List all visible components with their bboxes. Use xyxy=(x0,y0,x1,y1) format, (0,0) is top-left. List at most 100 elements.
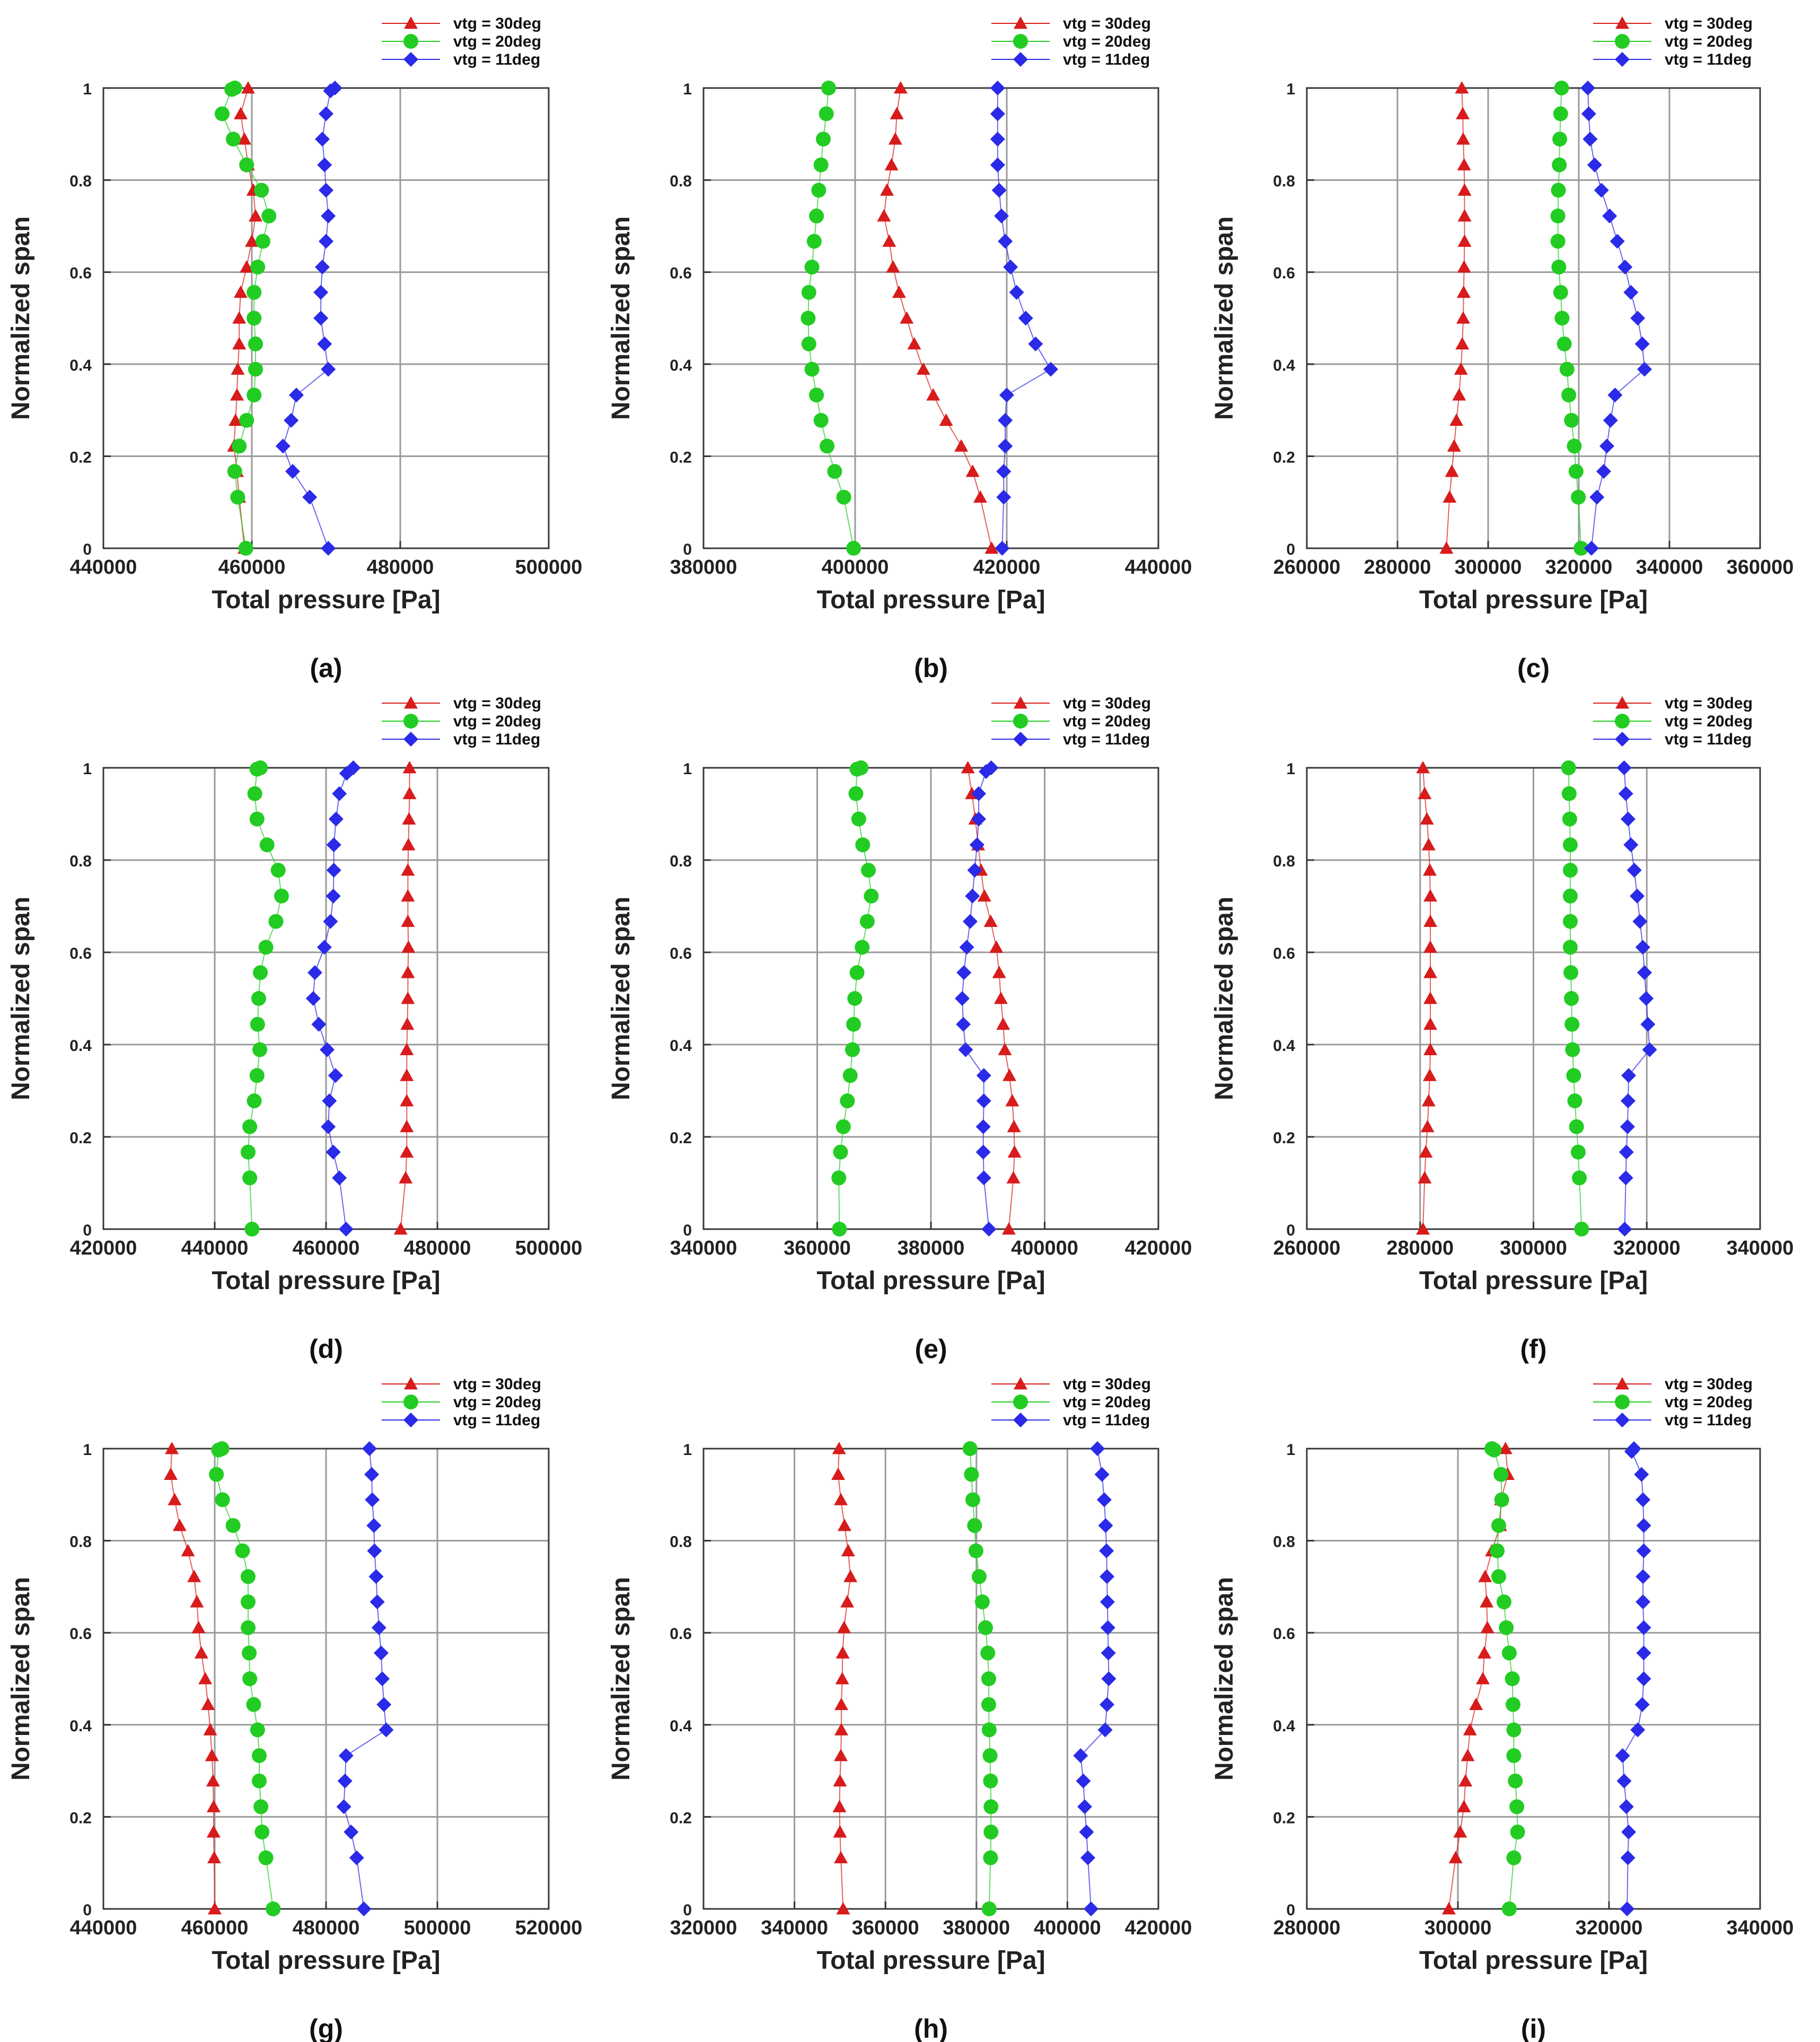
data-point xyxy=(1422,863,1437,876)
data-point xyxy=(1457,1800,1471,1812)
x-tick-label: 320000 xyxy=(1545,556,1613,579)
data-point xyxy=(245,234,259,247)
data-point xyxy=(1603,413,1618,428)
series-vtg-30deg xyxy=(961,761,1022,1235)
data-point xyxy=(1418,786,1432,800)
data-point xyxy=(837,1518,851,1531)
data-point xyxy=(228,413,243,426)
data-point xyxy=(284,413,299,428)
data-point xyxy=(338,1748,354,1763)
data-point xyxy=(892,285,906,298)
data-point xyxy=(1572,1170,1587,1186)
x-tick-label: 320000 xyxy=(1576,1917,1643,1939)
data-point xyxy=(1505,1671,1520,1686)
data-point xyxy=(1491,1518,1506,1533)
data-point xyxy=(1636,1543,1651,1558)
data-point xyxy=(376,1697,392,1712)
x-axis-label: Total pressure [Pa] xyxy=(1419,586,1648,614)
data-point xyxy=(320,1042,335,1057)
data-point xyxy=(319,106,333,121)
data-point xyxy=(1480,1595,1494,1608)
data-point xyxy=(338,1222,354,1237)
legend-marker xyxy=(1013,714,1028,729)
series-vtg-30deg xyxy=(831,1442,858,1915)
data-point xyxy=(1636,1492,1651,1508)
series-vtg-30deg xyxy=(1416,761,1437,1235)
data-point xyxy=(1557,336,1572,352)
data-point xyxy=(247,1093,262,1109)
data-point xyxy=(998,413,1013,428)
data-point xyxy=(400,1017,415,1030)
data-point xyxy=(1573,541,1589,556)
data-point xyxy=(1416,761,1430,774)
y-tick-label: 0 xyxy=(1286,1222,1295,1239)
legend-label: vtg = 30deg xyxy=(1063,15,1151,32)
data-point xyxy=(990,132,1005,147)
x-tick-label: 440000 xyxy=(70,556,137,579)
x-tick-label: 460000 xyxy=(218,556,286,579)
data-point xyxy=(1510,1825,1525,1840)
legend-label: vtg = 20deg xyxy=(453,713,541,730)
y-axis-label: Normalized span xyxy=(1210,216,1238,420)
series-vtg-20deg xyxy=(241,760,289,1237)
data-point xyxy=(247,786,262,801)
panel-d: 420000 440000 460000 480000 500000 0 0.2 0.4 0.6… xyxy=(7,695,582,1364)
legend-label: vtg = 20deg xyxy=(453,33,541,50)
data-point xyxy=(1423,940,1437,953)
legend-marker xyxy=(403,52,418,67)
data-point xyxy=(976,1068,991,1083)
data-point xyxy=(1574,1222,1589,1237)
data-point xyxy=(1077,1799,1093,1815)
data-point xyxy=(1421,1094,1436,1107)
data-point xyxy=(900,311,914,324)
data-point xyxy=(1567,1093,1582,1109)
data-point xyxy=(328,811,344,827)
legend-label: vtg = 30deg xyxy=(1063,695,1151,712)
data-point xyxy=(165,1442,179,1454)
data-point xyxy=(1580,81,1596,95)
data-point xyxy=(971,786,987,801)
data-point xyxy=(198,1672,213,1685)
data-point xyxy=(1420,1119,1435,1133)
legend-marker xyxy=(1615,1395,1630,1409)
data-point xyxy=(194,1646,208,1659)
data-point xyxy=(201,1697,215,1711)
legend-label: vtg = 11deg xyxy=(1665,731,1752,748)
panel-e: 340000 360000 380000 400000 420000 0 0.2 0.4 0.6… xyxy=(607,695,1192,1364)
data-point xyxy=(366,1518,382,1533)
data-point xyxy=(307,965,322,980)
data-point xyxy=(326,837,341,853)
data-point xyxy=(242,1645,257,1661)
data-point xyxy=(251,991,266,1006)
series-vtg-11deg xyxy=(1615,1441,1651,1916)
series-vtg-20deg xyxy=(831,760,879,1237)
legend-marker xyxy=(403,1395,418,1409)
data-point xyxy=(241,81,255,94)
y-tick-label: 1 xyxy=(1286,1441,1295,1459)
data-point xyxy=(959,940,974,955)
data-point xyxy=(181,1544,195,1557)
data-point xyxy=(833,1144,848,1160)
data-point xyxy=(1097,1722,1113,1738)
data-point xyxy=(1637,965,1652,980)
data-point xyxy=(841,1544,855,1557)
data-point xyxy=(1076,1773,1091,1789)
y-tick-label: 0.4 xyxy=(69,1717,92,1735)
legend-marker xyxy=(1013,52,1028,67)
y-tick-label: 0.2 xyxy=(69,1809,92,1827)
x-axis-label: Total pressure [Pa] xyxy=(1419,1947,1648,1975)
data-point xyxy=(247,285,262,300)
data-point xyxy=(1550,234,1566,249)
data-point xyxy=(393,1222,408,1235)
data-point xyxy=(401,889,415,902)
data-point xyxy=(963,914,978,929)
y-tick-label: 1 xyxy=(83,1441,92,1459)
data-point xyxy=(231,362,245,375)
data-point xyxy=(1568,464,1584,479)
data-point xyxy=(1566,1068,1581,1083)
data-point xyxy=(983,1850,998,1865)
